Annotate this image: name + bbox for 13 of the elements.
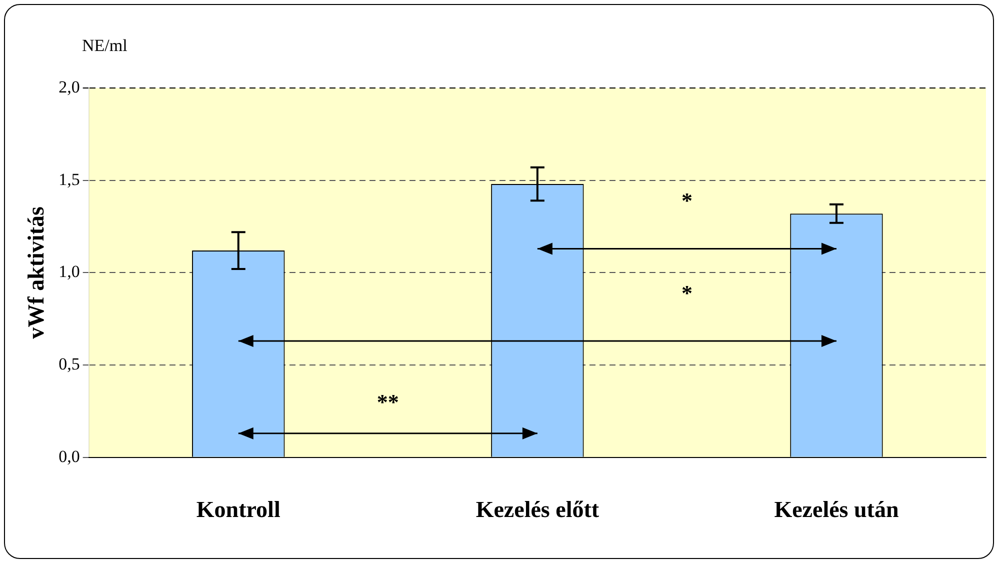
text: NE/ml	[82, 36, 128, 56]
y-tick-label: 1,0	[58, 262, 80, 282]
x-tick-label: Kontroll	[196, 497, 280, 522]
y-tick-label: 1,5	[58, 170, 80, 189]
annotation: *	[681, 280, 692, 306]
y-tick-label: 0,5	[58, 354, 80, 374]
x-tick-label: Kezelés után	[774, 497, 899, 522]
y-tick-label: 0,0	[58, 446, 80, 466]
y-axis-title: vWf aktivitás	[24, 206, 49, 339]
annotation: *	[681, 188, 692, 214]
x-tick-label: Kezelés előtt	[476, 497, 600, 522]
annotation: **	[376, 390, 399, 415]
y-tick-label: 2,0	[58, 77, 80, 96]
